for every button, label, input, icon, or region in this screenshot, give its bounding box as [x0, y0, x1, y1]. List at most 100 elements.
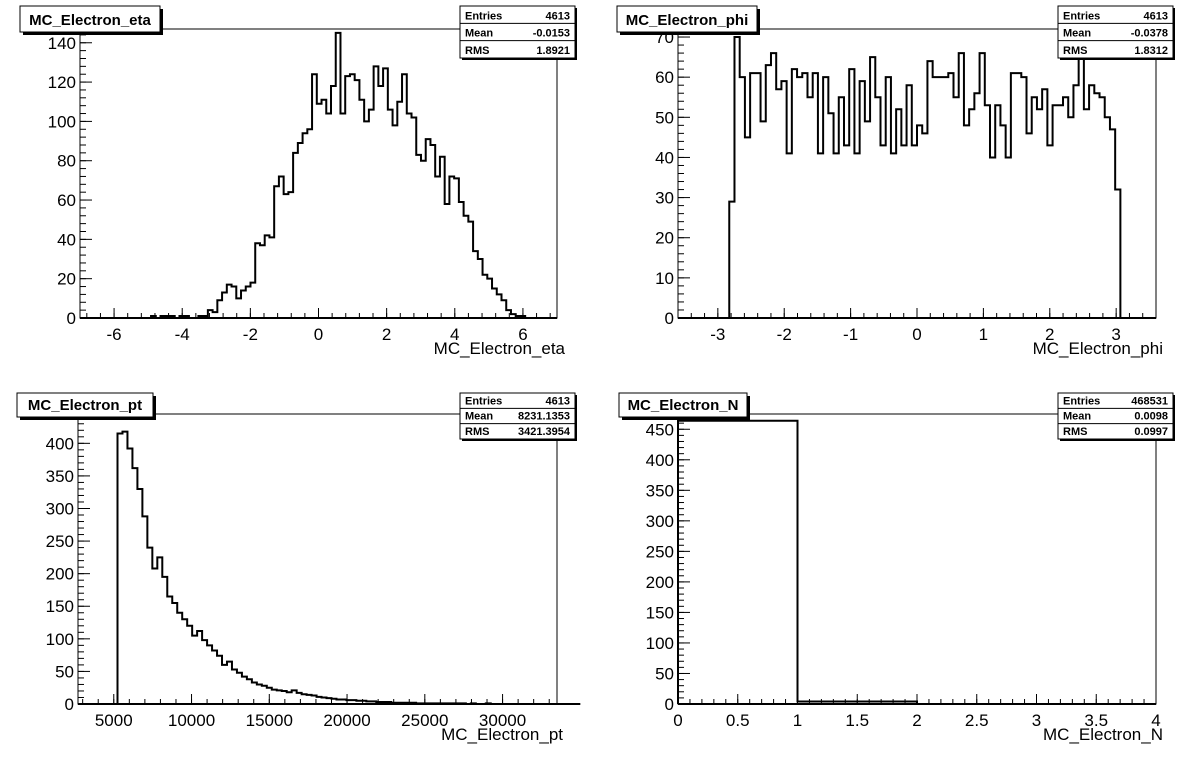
y-tick-label: 100	[46, 630, 74, 649]
histogram-title: MC_Electron_eta	[29, 12, 151, 29]
stats-value-rms: 1.8312	[1134, 45, 1168, 57]
x-tick-label: -2	[243, 325, 258, 344]
stats-label-rms: RMS	[1063, 426, 1087, 438]
x-tick-label: 2.5	[965, 711, 989, 730]
y-tick-label: 0	[665, 309, 674, 328]
x-tick-label: 15000	[246, 711, 293, 730]
stats-label-entries: Entries	[1063, 395, 1100, 407]
histogram-series	[708, 36, 1126, 319]
y-tick-label: 0	[67, 309, 76, 328]
y-tick-label: 100	[646, 634, 674, 653]
stats-value-mean: -0.0378	[1131, 28, 1168, 40]
x-tick-label: 1	[793, 711, 802, 730]
y-tick-label: 40	[57, 230, 76, 249]
x-tick-label: 3	[1111, 325, 1120, 344]
histogram-title: MC_Electron_N	[628, 397, 739, 414]
stats-box	[459, 392, 576, 440]
stats-value-entries: 4613	[1144, 10, 1168, 22]
y-tick-label: 350	[646, 481, 674, 500]
x-tick-label: -1	[843, 325, 858, 344]
stats-value-entries: 468531	[1131, 395, 1168, 407]
y-tick-label: 300	[646, 512, 674, 531]
x-tick-label: -4	[175, 325, 190, 344]
stats-label-entries: Entries	[1063, 10, 1100, 22]
histogram-series	[82, 430, 581, 705]
y-tick-label: 250	[46, 532, 74, 551]
x-tick-label: 0	[673, 711, 682, 730]
x-tick-label: 4	[450, 325, 459, 344]
histogram-title: MC_Electron_pt	[28, 397, 142, 414]
y-tick-label: 60	[655, 68, 674, 87]
y-tick-label: 50	[655, 108, 674, 127]
x-tick-label: -2	[777, 325, 792, 344]
stats-label-mean: Mean	[465, 411, 493, 423]
y-tick-label: 400	[646, 451, 674, 470]
stats-label-rms: RMS	[465, 45, 489, 57]
y-tick-label: 200	[46, 565, 74, 584]
y-tick-label: 30	[655, 189, 674, 208]
y-tick-label: 350	[46, 467, 74, 486]
x-tick-label: 1	[979, 325, 988, 344]
x-tick-label: 0	[314, 325, 323, 344]
stats-label-rms: RMS	[1063, 45, 1087, 57]
stats-box	[459, 5, 576, 59]
y-tick-label: 50	[55, 662, 74, 681]
stats-label-entries: Entries	[465, 10, 502, 22]
x-tick-label: 0.5	[726, 711, 750, 730]
x-tick-label: 0	[912, 325, 921, 344]
plot-frame	[77, 413, 558, 705]
x-tick-label: -3	[710, 325, 725, 344]
stats-value-entries: 4613	[546, 10, 570, 22]
y-tick-label: 0	[65, 695, 74, 714]
y-tick-label: 50	[655, 664, 674, 683]
stats-label-mean: Mean	[1063, 411, 1091, 423]
stats-value-entries: 4613	[546, 395, 570, 407]
stats-box	[1057, 392, 1174, 440]
x-tick-label: 1.5	[845, 711, 869, 730]
x-tick-label: 2	[912, 711, 921, 730]
y-tick-label: 200	[646, 573, 674, 592]
y-tick-label: 450	[646, 420, 674, 439]
title-box	[19, 5, 161, 33]
x-tick-label: 20000	[323, 711, 370, 730]
x-tick-label: 30000	[479, 711, 526, 730]
y-tick-label: 10	[655, 269, 674, 288]
x-tick-label: 25000	[401, 711, 448, 730]
stats-value-rms: 3421.3954	[518, 426, 571, 438]
histogram-title: MC_Electron_phi	[626, 12, 749, 29]
stats-box	[1057, 5, 1174, 59]
y-tick-label: 300	[46, 499, 74, 518]
stats-label-mean: Mean	[1063, 28, 1091, 40]
plot-frame	[677, 413, 1157, 705]
stats-label-mean: Mean	[465, 28, 493, 40]
x-axis-title: MC_Electron_eta	[434, 339, 566, 358]
x-tick-label: 2	[382, 325, 391, 344]
x-tick-label: 5000	[95, 711, 133, 730]
x-tick-label: 2	[1045, 325, 1054, 344]
x-axis-title: MC_Electron_pt	[441, 725, 563, 744]
x-tick-label: -6	[107, 325, 122, 344]
stats-value-mean: 0.0098	[1134, 411, 1168, 423]
stats-value-rms: 0.0997	[1134, 426, 1168, 438]
y-tick-label: 20	[655, 229, 674, 248]
x-tick-label: 10000	[168, 711, 215, 730]
x-tick-label: 6	[518, 325, 527, 344]
stats-value-mean: 8231.1353	[518, 411, 570, 423]
stats-value-rms: 1.8921	[536, 45, 570, 57]
x-axis-title: MC_Electron_phi	[1033, 339, 1163, 358]
histogram-panel-MC_Electron_pt: 0 50 100 150 200 250 300 350 400 5000 10000 15000 20…	[16, 392, 581, 744]
x-tick-label: 3.5	[1084, 711, 1108, 730]
y-tick-label: 0	[665, 695, 674, 714]
x-tick-label: 4	[1151, 711, 1160, 730]
stats-label-entries: Entries	[465, 395, 502, 407]
y-tick-label: 40	[655, 148, 674, 167]
y-tick-label: 140	[48, 34, 76, 53]
y-tick-label: 80	[57, 152, 76, 171]
stats-label-rms: RMS	[465, 426, 489, 438]
title-box	[16, 392, 154, 418]
y-tick-label: 120	[48, 73, 76, 92]
x-axis-title: MC_Electron_N	[1043, 725, 1163, 744]
